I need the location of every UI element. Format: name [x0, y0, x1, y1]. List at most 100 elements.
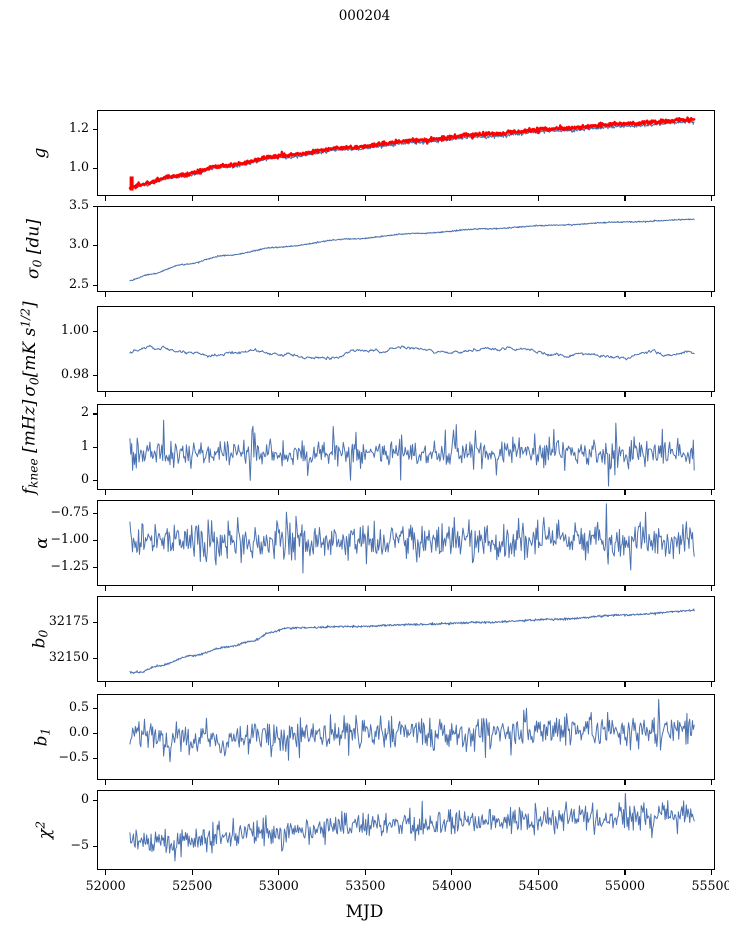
x-tick-mark [537, 490, 540, 495]
x-tick-mark [451, 490, 453, 495]
plot-panel-sigma0-du [97, 206, 715, 292]
y-tick-label: 3.5 [68, 196, 89, 212]
y-tick-label: 2 [80, 404, 89, 420]
x-tick-mark [278, 780, 280, 785]
x-axis-label: MJD [345, 902, 384, 922]
plot-panel-b1 [97, 694, 715, 780]
y-tick-label: 0 [80, 790, 89, 806]
panel-data-lines [97, 306, 715, 392]
x-tick-mark [711, 870, 713, 875]
x-tick-mark [451, 780, 453, 785]
x-tick-mark [105, 870, 107, 875]
y-tick-mark [92, 129, 97, 131]
x-tick-mark [191, 196, 193, 201]
x-tick-mark [711, 292, 713, 297]
x-tick-mark [364, 586, 366, 591]
y-tick-label: 1 [80, 437, 89, 453]
y-tick-mark [92, 205, 97, 207]
x-tick-mark [711, 586, 713, 591]
y-tick-label: −5 [70, 836, 89, 852]
x-tick-mark [105, 196, 107, 201]
y-tick-mark [92, 758, 97, 760]
x-tick-mark [105, 490, 107, 495]
series-b0 [130, 609, 694, 673]
y-tick-label: 3.0 [68, 236, 89, 252]
panel-data-lines [97, 694, 715, 780]
panel-data-lines [97, 110, 715, 196]
x-tick-mark [364, 196, 366, 201]
plot-panel-alpha [97, 500, 715, 586]
y-tick-mark [92, 330, 97, 332]
panel-data-lines [97, 596, 715, 682]
x-tick-mark [278, 490, 280, 495]
x-tick-label: 52000 [85, 878, 126, 893]
series-sigma0-mk [130, 345, 694, 360]
series-gain [130, 120, 694, 188]
x-tick-mark [624, 780, 626, 785]
y-tick-mark [92, 707, 97, 709]
x-tick-mark [364, 682, 366, 687]
x-tick-mark [364, 490, 366, 495]
x-tick-label: 54500 [518, 878, 559, 893]
x-tick-label: 53500 [345, 878, 386, 893]
y-tick-label: 0.98 [60, 365, 89, 381]
x-tick-mark [624, 196, 626, 201]
plot-panel-chi2 [97, 790, 715, 870]
series-alpha [130, 504, 694, 573]
plot-panel-f-knee [97, 404, 715, 490]
plot-panel-b0 [97, 596, 715, 682]
x-tick-mark [451, 870, 453, 875]
y-tick-mark [92, 285, 97, 287]
x-tick-mark [105, 392, 107, 397]
y-tick-label: 1.2 [68, 120, 89, 136]
x-tick-mark [624, 682, 626, 687]
x-tick-mark [451, 292, 453, 297]
x-tick-mark [451, 682, 453, 687]
y-tick-label: 32175 [48, 612, 89, 628]
x-tick-mark [451, 586, 453, 591]
x-tick-mark [537, 292, 540, 297]
x-tick-label: 54000 [431, 878, 472, 893]
y-tick-label: −0.5 [58, 749, 89, 765]
panel-frame [97, 306, 715, 392]
x-tick-mark [191, 490, 193, 495]
y-tick-mark [92, 799, 97, 801]
x-tick-mark [537, 392, 540, 397]
y-tick-label: −1.00 [50, 530, 89, 546]
x-tick-mark [711, 780, 713, 785]
x-tick-mark [451, 392, 453, 397]
y-tick-mark [92, 732, 97, 735]
x-tick-mark [191, 392, 193, 397]
y-tick-label: 0.5 [68, 698, 89, 714]
x-tick-mark [278, 682, 280, 687]
x-tick-mark [191, 780, 193, 785]
y-tick-mark [92, 566, 97, 569]
x-tick-mark [364, 292, 366, 297]
x-tick-mark [278, 870, 280, 875]
y-tick-label: −0.75 [50, 503, 89, 519]
y-tick-label: 1.0 [68, 159, 89, 175]
panel-data-lines [97, 404, 715, 490]
y-tick-mark [92, 168, 97, 170]
y-tick-mark [92, 245, 97, 247]
y-tick-mark [92, 658, 97, 660]
y-tick-label: 2.5 [68, 276, 89, 292]
y-tick-mark [92, 845, 97, 847]
panel-data-lines [97, 790, 715, 870]
panel-frame [97, 790, 715, 870]
y-tick-label: 0 [80, 470, 89, 486]
y-tick-mark [92, 539, 97, 541]
series-b1 [130, 699, 694, 761]
panel-frame [97, 206, 715, 292]
series-gain-model [130, 118, 694, 190]
y-tick-mark [92, 413, 97, 415]
y-axis-label-chi2: χ2 [33, 820, 55, 840]
x-tick-mark [537, 682, 540, 687]
y-tick-mark [92, 479, 97, 481]
y-tick-label: 32150 [48, 649, 89, 665]
x-tick-mark [711, 682, 713, 687]
y-tick-mark [92, 621, 97, 623]
x-tick-mark [711, 490, 713, 495]
x-tick-mark [537, 196, 540, 201]
